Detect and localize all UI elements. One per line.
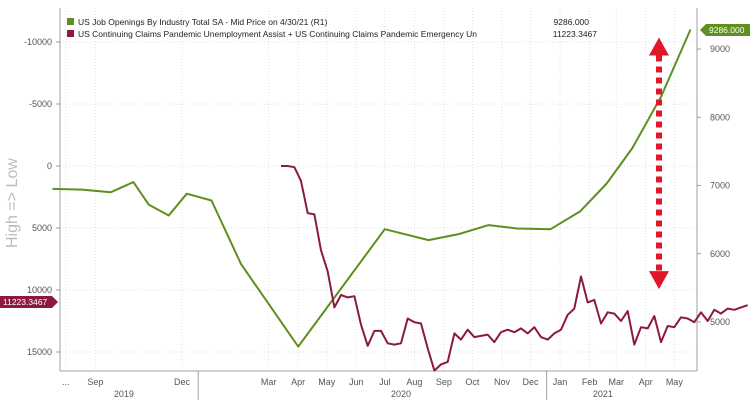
- right-tick-label: 6000: [710, 249, 730, 259]
- x-year-label: 2019: [114, 389, 134, 399]
- series-lines: [52, 29, 749, 372]
- right-tick-label: 9000: [710, 44, 730, 54]
- x-year-label: 2021: [593, 389, 613, 399]
- legend: US Job Openings By Industry Total SA - M…: [67, 17, 597, 39]
- right-tick-label: 5000: [710, 317, 730, 327]
- right-value-flag: 9286.000: [700, 24, 750, 36]
- legend-swatch-job-openings: [67, 18, 74, 25]
- legend-label-job-openings: US Job Openings By Industry Total SA - M…: [78, 17, 327, 27]
- left-tick-label: -10000: [24, 37, 52, 47]
- x-tick-label: Jul: [379, 377, 391, 387]
- arrow-head-down: [649, 271, 669, 290]
- right-tick-label: 8000: [710, 112, 730, 122]
- x-tick-label: Sep: [87, 377, 103, 387]
- legend-label-continuing-claims: US Continuing Claims Pandemic Unemployme…: [78, 29, 477, 39]
- legend-swatch-continuing-claims: [67, 30, 74, 37]
- legend-value-continuing-claims: 11223.3467: [553, 29, 598, 39]
- x-tick-label: Oct: [465, 377, 480, 387]
- y-axis-label: High => Low: [4, 158, 21, 248]
- x-axis: ... Sep Dec Mar Apr May Jun Jul Aug Sep Oct Nov Dec J…: [62, 371, 683, 400]
- x-tick-label: Apr: [291, 377, 305, 387]
- annotation-arrow: [649, 37, 669, 290]
- x-tick-label: Sep: [436, 377, 452, 387]
- series-line-job-openings: [52, 29, 692, 348]
- arrow-head-up: [649, 37, 669, 56]
- left-tick-label: 5000: [32, 223, 52, 233]
- series-line-continuing-claims: [281, 165, 749, 372]
- x-tick-label: Feb: [582, 377, 598, 387]
- legend-value-job-openings: 9286.000: [554, 17, 590, 27]
- left-tick-label: 15000: [27, 347, 52, 357]
- x-tick-label: Aug: [406, 377, 422, 387]
- x-tick-label: May: [318, 377, 336, 387]
- left-value-flag: 11223.3467: [0, 296, 58, 308]
- x-tick-label: Dec: [523, 377, 540, 387]
- right-tick-label: 7000: [710, 181, 730, 191]
- left-value-flag-text: 11223.3467: [3, 297, 48, 307]
- x-year-label: 2020: [391, 389, 411, 399]
- x-tick-label: Mar: [608, 377, 624, 387]
- x-tick-label: May: [666, 377, 684, 387]
- gridlines: [59, 8, 698, 372]
- right-axis: 9000 8000 7000 6000 5000: [697, 44, 730, 327]
- x-tick-label: Jan: [553, 377, 568, 387]
- left-tick-label: 10000: [27, 285, 52, 295]
- left-tick-label: 0: [47, 161, 52, 171]
- x-tick-label: Apr: [639, 377, 653, 387]
- x-tick-label: Dec: [174, 377, 191, 387]
- right-value-flag-text: 9286.000: [709, 25, 745, 35]
- left-tick-label: -5000: [29, 99, 52, 109]
- x-tick-label: ...: [62, 377, 70, 387]
- x-tick-label: Mar: [261, 377, 277, 387]
- x-tick-label: Jun: [349, 377, 364, 387]
- left-axis: -10000 -5000 0 5000 10000 15000: [24, 37, 60, 357]
- x-tick-label: Nov: [494, 377, 511, 387]
